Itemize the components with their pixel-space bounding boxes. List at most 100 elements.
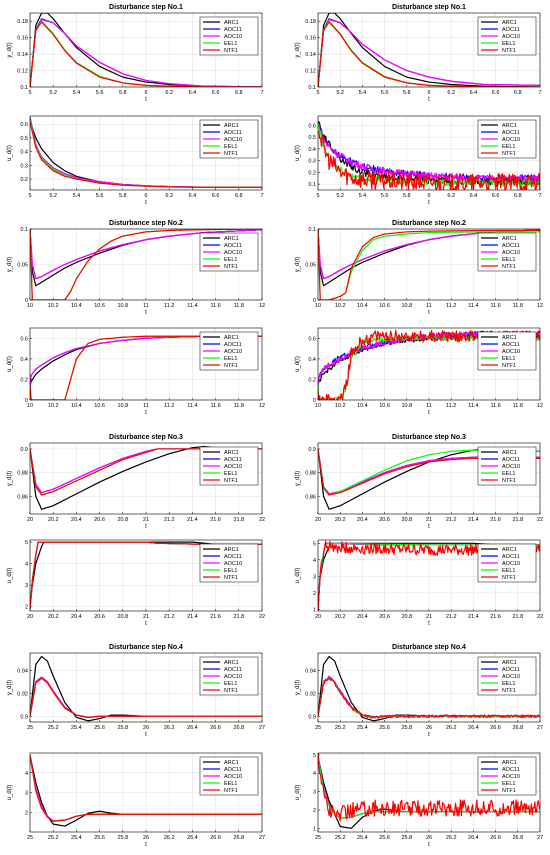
y-tick-label: 0.6 (308, 123, 316, 129)
x-tick-label: 7 (260, 193, 263, 199)
y-tick-label: 2 (313, 591, 316, 597)
chart-panel-d4-u-right: 25 25.2 25.4 25.6 25.8 26 26.2 26.4 26.6 26.8 2712… (295, 752, 543, 848)
series-line-AOC10 (30, 335, 262, 386)
y-axis-label: y_d(t) (7, 42, 13, 57)
x-tick-label: 6 (427, 193, 430, 199)
x-tick-label: 6.6 (492, 193, 500, 199)
x-tick-label: 21 (143, 614, 149, 620)
series-line-NTF1 (30, 677, 262, 719)
x-tick-label: 6.2 (447, 90, 455, 96)
x-axis-label: t (145, 621, 147, 627)
legend-label-ARC1: ARC1 (502, 335, 517, 341)
chart-panel-d2-y-right: 10 10.2 10.4 10.6 10.8 11 11.2 11.4 11.6 11.8 12 0 0… (295, 220, 543, 316)
x-tick-label: 5.6 (96, 193, 104, 199)
x-tick-label: 11.6 (210, 403, 220, 409)
x-tick-label: 5.2 (336, 90, 344, 96)
legend-label-ARC1: ARC1 (502, 236, 517, 242)
series-group (30, 541, 262, 609)
y-tick-label: 0.05 (305, 263, 316, 269)
series-line-NTF1 (318, 21, 540, 87)
legend-label-ARC1: ARC1 (224, 450, 239, 456)
y-tick-label: 0.1 (20, 85, 28, 91)
legend-label-ARC1: ARC1 (224, 547, 239, 553)
y-tick-label: 5 (313, 753, 316, 759)
y-axis-label: y_d(t) (295, 471, 301, 486)
x-tick-label: 21.8 (512, 517, 523, 523)
x-tick-label: 20 (315, 614, 321, 620)
series-group (30, 754, 262, 827)
legend-label-AOC11: AOC11 (224, 667, 242, 673)
x-tick-label: 22 (537, 517, 543, 523)
plot-frame (29, 652, 263, 723)
x-tick-label: 26.4 (468, 835, 479, 841)
series-group (30, 655, 262, 722)
y-axis-label: y_d(t) (295, 680, 301, 695)
x-tick-label: 26.6 (490, 835, 501, 841)
x-tick-label: 26.4 (187, 725, 198, 731)
x-axis-label: t (428, 97, 430, 103)
x-tick-label: 20.8 (117, 517, 128, 523)
legend-label-AOC11: AOC11 (224, 554, 242, 560)
x-tick-label: 10.4 (357, 403, 368, 409)
x-tick-label: 12 (537, 403, 543, 409)
x-tick-label: 25.8 (401, 725, 412, 731)
x-tick-label: 26.6 (490, 725, 501, 731)
x-tick-label: 10.6 (379, 303, 390, 309)
legend-label-AOC10: AOC10 (502, 349, 520, 355)
chart-panel-d3-u-left: 20 20.2 20.4 20.6 20.8 21 21.2 21.4 21.6 21.8 2223… (7, 539, 265, 627)
x-tick-label: 6.6 (212, 90, 220, 96)
x-tick-label: 11.4 (468, 303, 478, 309)
y-tick-label: 5 (25, 540, 28, 546)
y-axis-label: u_d(t) (7, 568, 13, 584)
chart-panel-d3-y-right: 20 20.2 20.4 20.6 20.8 21 21.2 21.4 21.6 21.8 22 0.… (295, 434, 543, 530)
x-tick-label: 21.8 (233, 614, 244, 620)
y-tick-label: 0.1 (308, 85, 316, 91)
x-tick-label: 5.8 (403, 193, 411, 199)
x-tick-label: 20.4 (71, 517, 82, 523)
x-axis-label: t (145, 732, 147, 738)
x-tick-label: 26 (426, 725, 432, 731)
x-tick-label: 25.8 (401, 835, 412, 841)
legend-label-NTF1: NTF1 (502, 478, 516, 484)
x-tick-label: 20.2 (335, 614, 346, 620)
legend-label-AOC11: AOC11 (224, 130, 242, 136)
x-tick-label: 22 (259, 517, 265, 523)
x-tick-label: 20 (315, 517, 321, 523)
y-axis-label: u_d(t) (295, 568, 301, 584)
x-tick-label: 5.4 (359, 193, 367, 199)
y-tick-label: 0 (313, 298, 316, 304)
x-tick-label: 25 (315, 725, 321, 731)
x-tick-label: 25.6 (379, 835, 390, 841)
x-tick-label: 27 (537, 725, 543, 731)
series-line-NTF1 (30, 21, 262, 87)
x-tick-label: 25.2 (48, 835, 59, 841)
x-tick-label: 26.8 (233, 725, 244, 731)
y-tick-label: 0.05 (17, 263, 28, 269)
y-axis-label: y_d(t) (7, 257, 13, 272)
legend-label-AOC11: AOC11 (502, 130, 520, 136)
x-tick-label: 10.2 (48, 303, 59, 309)
legend-label-AOC10: AOC10 (224, 561, 242, 567)
chart-panel-d4-y-right: 25 25.2 25.4 25.6 25.8 26 26.2 26.4 26.6 26.8 27 0.… (295, 644, 543, 738)
chart-title: Disturbance step No.2 (109, 220, 183, 227)
x-axis-label: t (145, 524, 147, 530)
x-tick-label: 12 (259, 403, 265, 409)
legend-label-AOC10: AOC10 (502, 34, 520, 40)
x-tick-label: 5.8 (119, 90, 127, 96)
y-tick-label: 3 (25, 791, 28, 797)
x-tick-label: 12 (537, 303, 543, 309)
chart-title: Disturbance step No.4 (392, 644, 466, 651)
x-tick-label: 10.2 (335, 403, 346, 409)
plot-frame (29, 12, 263, 88)
x-tick-label: 10.4 (71, 403, 82, 409)
series-line-NTF1 (318, 753, 540, 822)
x-tick-label: 21.4 (468, 614, 479, 620)
y-axis-label: y_d(t) (295, 257, 301, 272)
legend-label-ARC1: ARC1 (224, 20, 239, 26)
y-tick-label: 3 (25, 583, 28, 589)
x-tick-label: 25.6 (94, 725, 105, 731)
y-tick-label: 0.5 (20, 136, 28, 142)
legend-label-NTF1: NTF1 (502, 264, 516, 270)
